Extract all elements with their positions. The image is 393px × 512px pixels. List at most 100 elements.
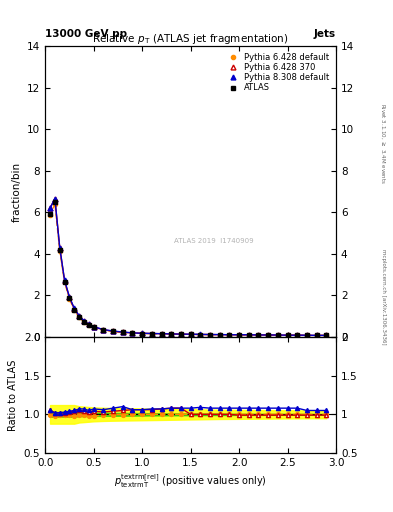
Pythia 6.428 default [227,332,232,338]
ATLAS [72,307,77,313]
Pythia 6.428 370 [324,332,329,338]
Pythia 6.428 370 [256,332,261,338]
ATLAS [246,332,251,338]
ATLAS [86,322,91,328]
Pythia 8.308 default [101,327,106,333]
ATLAS [285,332,290,338]
ATLAS [275,332,280,338]
Pythia 6.428 default [86,322,91,328]
Pythia 6.428 370 [178,331,183,337]
Pythia 6.428 370 [67,294,72,301]
Pythia 6.428 default [62,280,67,286]
ATLAS [62,279,67,285]
ATLAS [188,331,193,337]
Pythia 8.308 default [53,196,57,202]
Pythia 6.428 default [246,332,251,338]
Pythia 6.428 default [314,332,319,338]
Pythia 8.308 default [178,331,183,337]
ATLAS [77,314,81,320]
Pythia 8.308 default [237,332,241,338]
Pythia 8.308 default [227,332,232,338]
ATLAS [208,331,212,337]
ATLAS [82,319,86,325]
Pythia 8.308 default [149,330,154,336]
ATLAS [237,332,241,338]
ATLAS [57,246,62,252]
Pythia 8.308 default [72,305,77,311]
ATLAS [217,332,222,338]
Pythia 8.308 default [159,331,164,337]
Pythia 6.428 default [285,332,290,338]
Pythia 6.428 default [57,248,62,254]
ATLAS [256,332,261,338]
Legend: Pythia 6.428 default, Pythia 6.428 370, Pythia 8.308 default, ATLAS: Pythia 6.428 default, Pythia 6.428 370, … [223,50,332,95]
ATLAS [159,331,164,337]
Pythia 8.308 default [77,312,81,318]
Pythia 8.308 default [82,318,86,324]
Pythia 6.428 370 [120,329,125,335]
Text: mcplots.cern.ch [arXiv:1306.3436]: mcplots.cern.ch [arXiv:1306.3436] [381,249,386,345]
Pythia 6.428 370 [237,332,241,338]
Pythia 8.308 default [91,324,96,330]
Line: Pythia 8.308 default: Pythia 8.308 default [48,196,329,338]
Pythia 8.308 default [188,331,193,337]
Title: Relative $p_{\mathrm{T}}$ (ATLAS jet fragmentation): Relative $p_{\mathrm{T}}$ (ATLAS jet fra… [92,32,289,46]
Pythia 6.428 default [169,331,174,337]
Pythia 6.428 370 [305,332,309,338]
Pythia 8.308 default [246,332,251,338]
Pythia 8.308 default [198,331,203,337]
Line: Pythia 6.428 370: Pythia 6.428 370 [48,196,329,338]
ATLAS [91,324,96,330]
Pythia 8.308 default [169,331,174,337]
Pythia 6.428 370 [217,332,222,338]
Pythia 6.428 default [130,330,135,336]
ATLAS [169,331,174,337]
Pythia 6.428 default [82,319,86,325]
Pythia 6.428 370 [53,196,57,202]
Pythia 8.308 default [275,332,280,338]
Pythia 6.428 370 [77,313,81,319]
Pythia 8.308 default [256,332,261,338]
Pythia 6.428 370 [314,332,319,338]
Pythia 8.308 default [48,205,52,211]
Text: 13000 GeV pp: 13000 GeV pp [45,29,127,39]
Pythia 6.428 default [77,314,81,321]
Y-axis label: fraction/bin: fraction/bin [11,161,22,222]
Pythia 6.428 default [188,331,193,337]
Pythia 8.308 default [217,331,222,337]
ATLAS [149,331,154,337]
Pythia 6.428 370 [285,332,290,338]
Pythia 6.428 default [305,332,309,338]
Pythia 6.428 370 [208,331,212,337]
Pythia 8.308 default [57,244,62,250]
ATLAS [120,329,125,335]
ATLAS [48,211,52,218]
ATLAS [140,330,145,336]
Pythia 6.428 370 [275,332,280,338]
Pythia 6.428 default [111,328,116,334]
Pythia 8.308 default [314,332,319,338]
Line: Pythia 6.428 default: Pythia 6.428 default [48,202,329,337]
Pythia 6.428 default [256,332,261,338]
Pythia 6.428 370 [91,324,96,330]
Pythia 6.428 370 [62,278,67,284]
Pythia 6.428 default [149,331,154,337]
Pythia 8.308 default [62,278,67,284]
Pythia 6.428 default [266,332,270,338]
ATLAS [314,332,319,338]
Pythia 6.428 370 [111,328,116,334]
Pythia 6.428 default [53,201,57,207]
Pythia 6.428 default [91,325,96,331]
Pythia 6.428 370 [101,327,106,333]
ATLAS [324,332,329,338]
Pythia 6.428 370 [188,331,193,337]
Pythia 6.428 370 [227,332,232,338]
ATLAS [198,331,203,337]
Pythia 6.428 default [324,332,329,338]
Pythia 8.308 default [305,332,309,338]
Pythia 6.428 default [237,332,241,338]
Y-axis label: Ratio to ATLAS: Ratio to ATLAS [8,359,18,431]
Line: ATLAS: ATLAS [48,199,329,338]
Pythia 6.428 370 [130,330,135,336]
Pythia 6.428 370 [86,322,91,328]
